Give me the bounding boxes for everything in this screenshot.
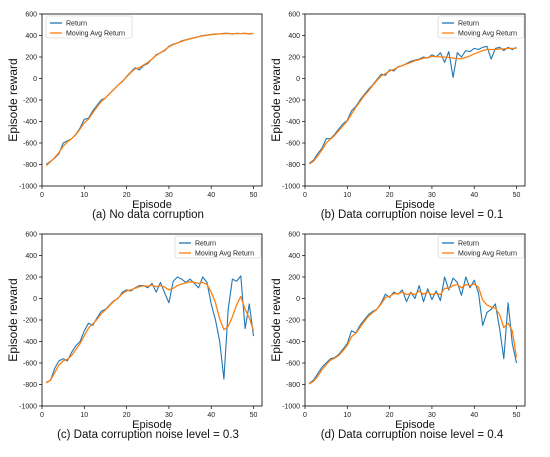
y-tick-label-d: 200 bbox=[288, 275, 300, 282]
y-axis-label-a: Episode reward bbox=[6, 58, 20, 141]
x-tick-label-a: 30 bbox=[165, 192, 173, 199]
series-line-c-moving-avg bbox=[45, 281, 255, 384]
x-tick-label-d: 30 bbox=[428, 412, 436, 419]
y-tick-label-b: -1000 bbox=[282, 184, 300, 191]
x-tick-label-a: 20 bbox=[123, 192, 131, 199]
x-tick-label-c: 20 bbox=[123, 412, 131, 419]
series-line-b-return bbox=[308, 45, 517, 164]
x-tick-label-b: 30 bbox=[428, 192, 436, 199]
y-tick-label-b: -800 bbox=[286, 162, 300, 169]
x-axis-label-d: Episode bbox=[395, 419, 435, 431]
series-line-a-return bbox=[45, 32, 254, 165]
y-tick-label-c: -200 bbox=[23, 318, 37, 325]
y-axis-label-d: Episode reward bbox=[269, 278, 283, 361]
legend-box-a bbox=[45, 15, 133, 39]
x-axis-label-a: Episode bbox=[132, 199, 172, 211]
legend-box-b bbox=[437, 15, 525, 39]
y-axis-label-c: Episode reward bbox=[6, 278, 20, 361]
legend-label-b-1: Moving Avg Return bbox=[458, 31, 517, 38]
y-tick-label-a: 400 bbox=[25, 33, 37, 40]
x-tick-label-c: 10 bbox=[80, 412, 88, 419]
y-tick-label-d: 400 bbox=[288, 253, 300, 260]
y-tick-label-d: -1000 bbox=[282, 404, 300, 411]
x-tick-label-a: 0 bbox=[40, 192, 44, 199]
caption-d: (d) Data corruption noise level = 0.4 bbox=[321, 429, 504, 441]
legend-box-d bbox=[437, 235, 525, 259]
y-tick-label-b: -600 bbox=[286, 141, 300, 148]
y-tick-label-a: -600 bbox=[23, 141, 37, 148]
x-tick-label-c: 0 bbox=[40, 412, 44, 419]
caption-a: (a) No data corruption bbox=[92, 209, 204, 221]
plot-frame-d bbox=[304, 233, 526, 407]
y-tick-label-a: -400 bbox=[23, 119, 37, 126]
series-line-a-moving-avg bbox=[45, 32, 254, 167]
y-tick-label-c: -1000 bbox=[19, 404, 37, 411]
series-line-b-moving-avg bbox=[308, 47, 517, 165]
x-tick-label-b: 0 bbox=[303, 192, 307, 199]
x-tick-label-d: 50 bbox=[513, 412, 521, 419]
y-tick-label-c: -800 bbox=[23, 382, 37, 389]
x-tick-label-d: 20 bbox=[386, 412, 394, 419]
series-line-d-return bbox=[308, 276, 518, 384]
y-tick-label-d: -400 bbox=[286, 339, 300, 346]
x-axis-label-c: Episode bbox=[132, 419, 172, 431]
x-tick-label-b: 20 bbox=[386, 192, 394, 199]
y-tick-label-b: 600 bbox=[288, 12, 300, 19]
legend-label-d-0: Return bbox=[458, 241, 479, 248]
plot-frame-b bbox=[304, 13, 526, 187]
legend-label-c-1: Moving Avg Return bbox=[195, 251, 254, 258]
legend-label-a-1: Moving Avg Return bbox=[66, 31, 125, 38]
y-tick-label-a: -200 bbox=[23, 98, 37, 105]
y-axis-label-b: Episode reward bbox=[269, 58, 283, 141]
y-tick-label-d: 600 bbox=[288, 232, 300, 239]
legend-label-d-1: Moving Avg Return bbox=[458, 251, 517, 258]
y-tick-label-a: 0 bbox=[33, 76, 37, 83]
x-tick-label-b: 10 bbox=[343, 192, 351, 199]
y-tick-label-c: 0 bbox=[33, 296, 37, 303]
x-tick-label-b: 50 bbox=[513, 192, 521, 199]
x-tick-label-a: 50 bbox=[250, 192, 258, 199]
y-tick-label-d: 0 bbox=[296, 296, 300, 303]
y-tick-label-b: -200 bbox=[286, 98, 300, 105]
legend-label-a-0: Return bbox=[66, 21, 87, 28]
x-tick-label-a: 40 bbox=[207, 192, 215, 199]
y-tick-label-c: 600 bbox=[25, 232, 37, 239]
x-tick-label-d: 0 bbox=[303, 412, 307, 419]
y-tick-label-a: 200 bbox=[25, 55, 37, 62]
plot-frame-a bbox=[41, 13, 263, 187]
x-tick-label-a: 10 bbox=[80, 192, 88, 199]
y-tick-label-d: -800 bbox=[286, 382, 300, 389]
caption-b: (b) Data corruption noise level = 0.1 bbox=[321, 209, 504, 221]
y-tick-label-b: 400 bbox=[288, 33, 300, 40]
x-axis-label-b: Episode bbox=[395, 199, 435, 211]
caption-c: (c) Data corruption noise level = 0.3 bbox=[57, 429, 239, 441]
x-tick-label-c: 30 bbox=[165, 412, 173, 419]
y-tick-label-c: 400 bbox=[25, 253, 37, 260]
x-tick-label-d: 10 bbox=[343, 412, 351, 419]
y-tick-label-a: -800 bbox=[23, 162, 37, 169]
y-tick-label-d: -200 bbox=[286, 318, 300, 325]
y-tick-label-b: 200 bbox=[288, 55, 300, 62]
y-tick-label-a: -1000 bbox=[19, 184, 37, 191]
y-tick-label-d: -600 bbox=[286, 361, 300, 368]
y-tick-label-b: 0 bbox=[296, 76, 300, 83]
legend-box-c bbox=[174, 235, 262, 259]
legend-label-b-0: Return bbox=[458, 21, 479, 28]
series-line-d-moving-avg bbox=[308, 283, 518, 385]
y-tick-label-c: -400 bbox=[23, 339, 37, 346]
x-tick-label-d: 40 bbox=[470, 412, 478, 419]
legend-label-c-0: Return bbox=[195, 241, 216, 248]
y-tick-label-a: 600 bbox=[25, 12, 37, 19]
x-tick-label-c: 40 bbox=[207, 412, 215, 419]
y-tick-label-c: -600 bbox=[23, 361, 37, 368]
y-tick-label-c: 200 bbox=[25, 275, 37, 282]
y-tick-label-b: -400 bbox=[286, 119, 300, 126]
x-tick-label-b: 40 bbox=[470, 192, 478, 199]
plot-frame-c bbox=[41, 233, 263, 407]
x-tick-label-c: 50 bbox=[250, 412, 258, 419]
series-line-c-return bbox=[45, 275, 255, 383]
